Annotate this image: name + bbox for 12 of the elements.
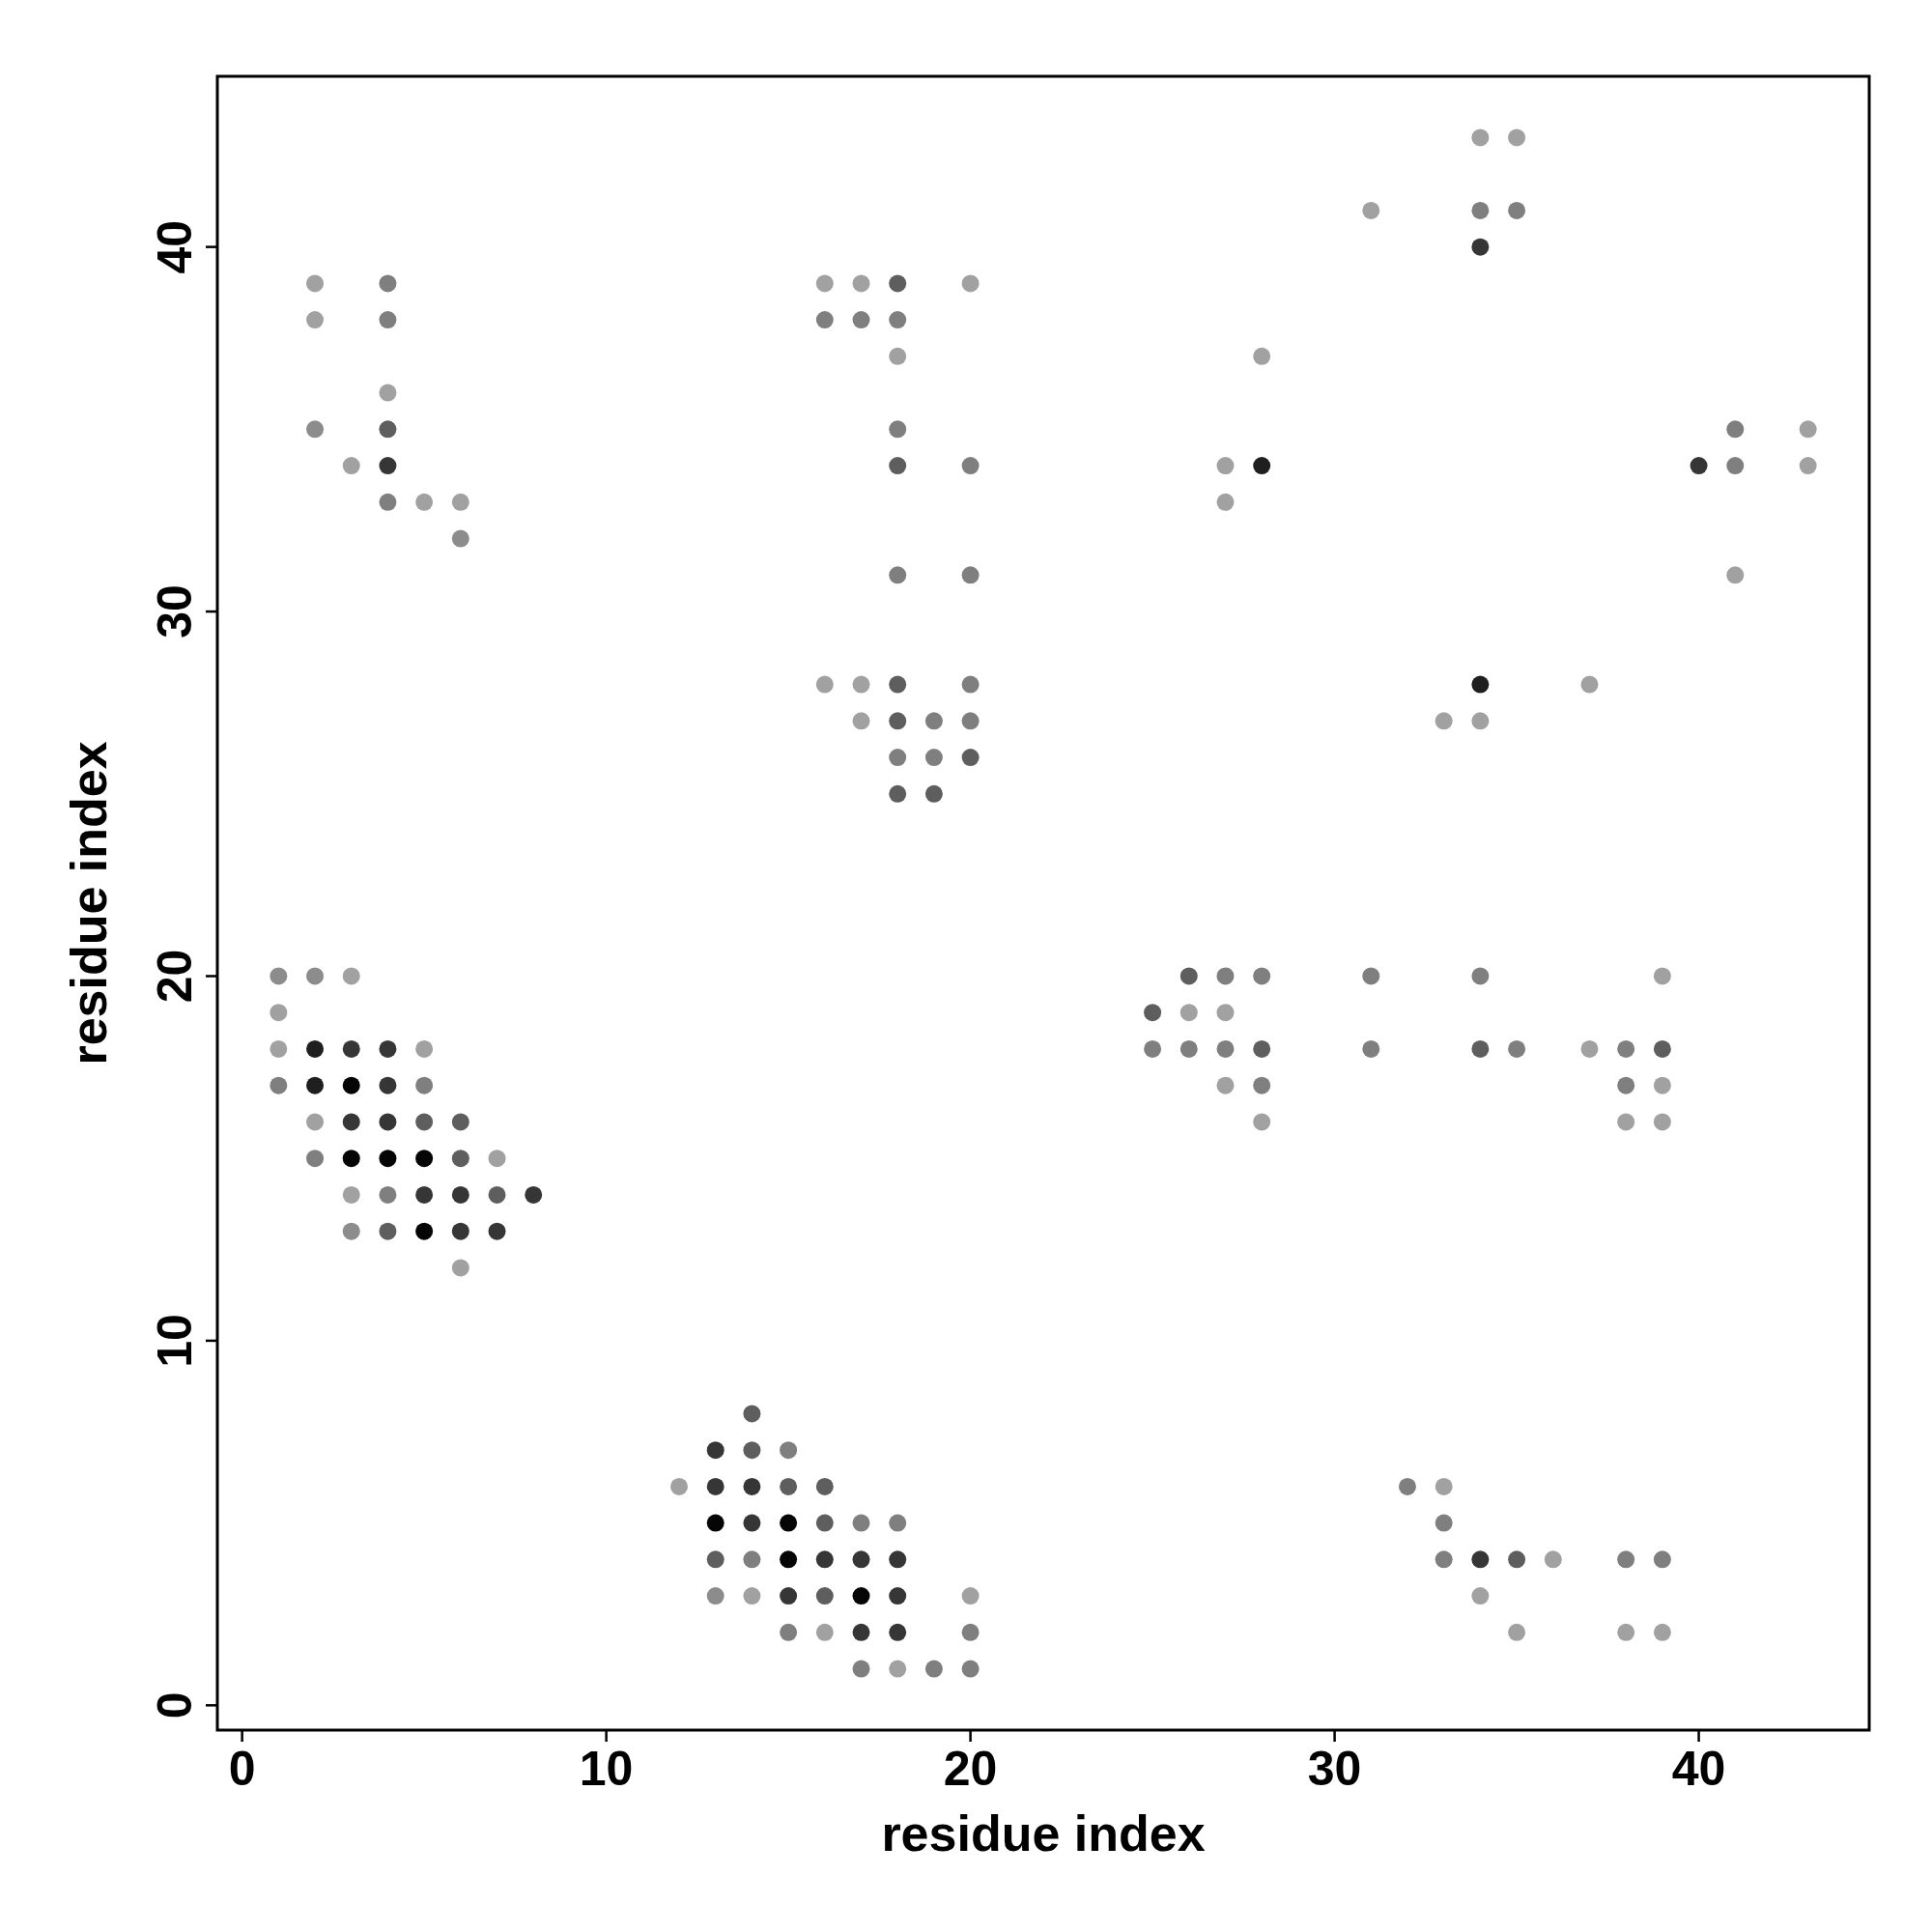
y-tick-label: 0 [148, 1691, 202, 1719]
y-tick-label: 40 [148, 219, 202, 274]
y-tick-label: 30 [148, 584, 202, 639]
y-tick-label: 20 [148, 949, 202, 1004]
x-tick-label: 10 [579, 1742, 634, 1796]
x-tick-label: 0 [228, 1742, 256, 1796]
x-tick-label: 40 [1671, 1742, 1726, 1796]
y-tick-label: 10 [148, 1314, 202, 1368]
x-tick-label: 20 [943, 1742, 998, 1796]
x-axis-title: residue index [881, 1805, 1206, 1861]
x-tick-label: 30 [1307, 1742, 1362, 1796]
y-axis-title: residue index [61, 741, 117, 1065]
